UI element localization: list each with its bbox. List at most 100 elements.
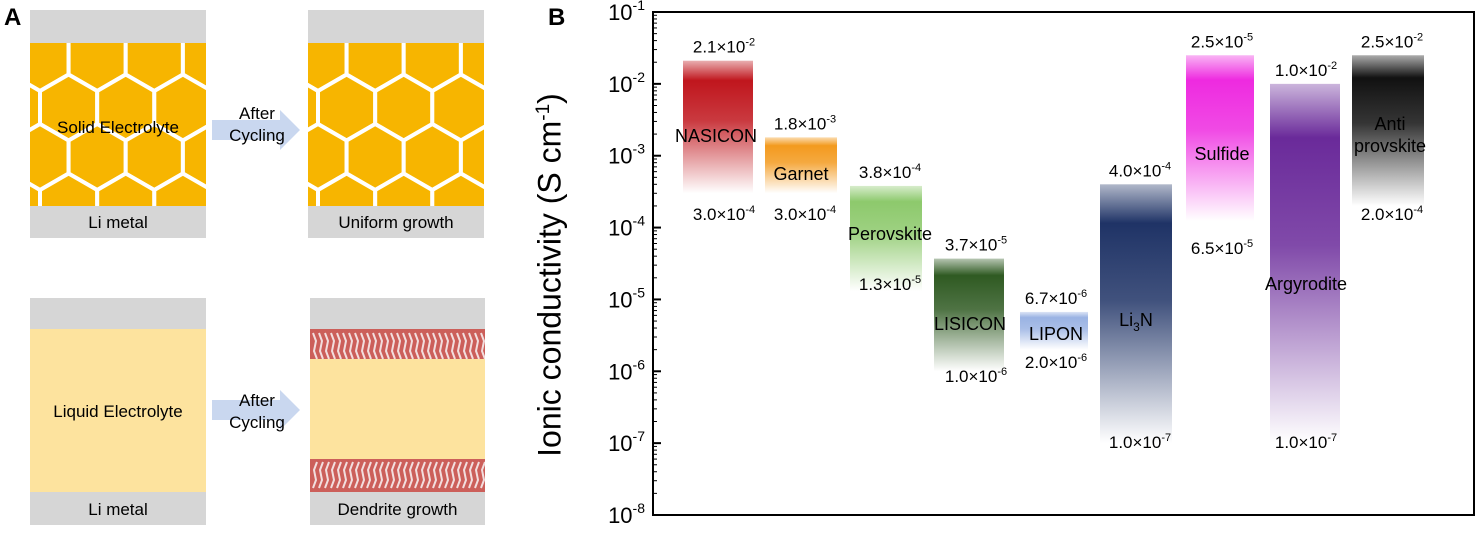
dendrite-stroke — [420, 332, 426, 360]
bar-low-label: 3.0×10-4 — [693, 204, 755, 224]
dendrite-stroke — [420, 461, 426, 489]
dendrite-stroke — [414, 332, 420, 360]
dendrite-stroke — [336, 332, 342, 360]
dendrite-stroke — [462, 461, 468, 489]
dendrite-stroke — [324, 332, 330, 360]
dendrite-stroke — [414, 461, 420, 489]
dendrite-stroke — [462, 332, 468, 360]
dendrite-stroke — [402, 332, 408, 360]
bar-nasicon — [683, 60, 753, 194]
dendrite-stroke — [480, 332, 485, 360]
dendrite-stroke — [468, 461, 474, 489]
bar-high-label: 1.0×10-2 — [1275, 60, 1337, 80]
dendrite-stroke — [384, 332, 390, 360]
arrow-bottom-icon — [212, 390, 300, 430]
dendrite-stroke — [396, 332, 402, 360]
hexagon-grain — [373, 171, 435, 206]
solid-electrolyte-label: Solid Electrolyte — [57, 118, 179, 137]
uniform-growth-label: Uniform growth — [338, 213, 454, 232]
hexagon-grain — [316, 171, 378, 206]
hexagon-grain — [430, 171, 484, 206]
bar-argyrodite — [1270, 83, 1340, 444]
dendrite-stroke — [366, 332, 372, 360]
dendrite-stroke — [450, 332, 456, 360]
bar-high-label: 2.5×10-5 — [1191, 31, 1253, 51]
dendrite-stroke — [330, 332, 336, 360]
hexagon-grain — [30, 181, 42, 206]
hexagon-grain — [38, 171, 100, 206]
dendrite-stroke — [480, 461, 485, 489]
dendrite-stroke — [444, 461, 450, 489]
dendrite-stroke — [366, 461, 372, 489]
bar-low-label: 1.0×10-7 — [1109, 432, 1171, 452]
dendrite-stroke — [474, 461, 480, 489]
dendrite-stroke — [360, 461, 366, 489]
bottom-current-collector-left — [30, 298, 206, 329]
dendrite-growth-illustration — [310, 329, 485, 492]
dendrite-stroke — [432, 332, 438, 360]
dendrite-stroke — [372, 332, 378, 360]
dendrite-stroke — [378, 332, 384, 360]
liquid-electrolyte-layer — [30, 329, 206, 492]
dendrite-stroke — [342, 332, 348, 360]
dendrite-stroke — [390, 332, 396, 360]
dendrite-stroke — [456, 461, 462, 489]
dendrite-stroke — [408, 461, 414, 489]
bar-lisicon — [934, 258, 1004, 372]
bar-low-label: 2.0×10-4 — [1361, 204, 1423, 224]
dendrite-stroke — [390, 461, 396, 489]
dendrite-stroke — [348, 332, 354, 360]
dendrite-stroke — [342, 461, 348, 489]
dendrite-stroke — [354, 461, 360, 489]
bar-low-label: 1.0×10-6 — [945, 366, 1007, 386]
bar-name-label: Garnet — [773, 164, 828, 184]
bar-high-label: 6.7×10-6 — [1025, 288, 1087, 308]
y-tick-label: 10-7 — [608, 428, 645, 456]
bar-perovskite — [850, 185, 922, 292]
bar-sulfide — [1186, 55, 1254, 222]
dendrite-stroke — [324, 461, 330, 489]
bar-name-label: Sulfide — [1194, 144, 1249, 164]
bar-name-label: NASICON — [675, 126, 757, 146]
y-tick-label: 10-1 — [608, 0, 645, 25]
dendrite-stroke — [348, 461, 354, 489]
dendrite-stroke — [450, 461, 456, 489]
dendrite-stroke — [426, 332, 432, 360]
dendrite-stroke — [432, 461, 438, 489]
bar-high-label: 3.7×10-5 — [945, 235, 1007, 255]
bar-name-label: LIPON — [1029, 324, 1083, 344]
bar-name-label: Argyrodite — [1265, 274, 1347, 294]
li-metal-layer-bottom-right — [310, 492, 485, 525]
dendrite-stroke — [426, 461, 432, 489]
li-metal-label-bottom: Li metal — [88, 500, 148, 519]
y-tick-label: 10-4 — [608, 213, 645, 241]
dendrite-stroke — [360, 332, 366, 360]
hexagon-grain — [95, 171, 157, 206]
bar-low-label: 6.5×10-5 — [1191, 238, 1253, 258]
bar-low-label: 2.0×10-6 — [1025, 352, 1087, 372]
top-current-collector-left — [30, 10, 206, 43]
hexagon-grain — [308, 181, 320, 206]
plot-frame — [652, 11, 1475, 516]
bar-name-label: LISICON — [934, 314, 1006, 334]
liquid-electrolyte-label: Liquid Electrolyte — [53, 402, 183, 421]
arrow-bottom-label: After Cycling — [229, 391, 285, 432]
dendrite-stroke — [384, 461, 390, 489]
top-current-collector-right — [308, 10, 484, 43]
dendrite-stroke — [396, 461, 402, 489]
dendrite-stroke — [456, 332, 462, 360]
bar-lipon — [1020, 311, 1088, 350]
bar-high-label: 4.0×10-4 — [1109, 160, 1171, 180]
uniform-growth-hexagons — [308, 43, 484, 206]
dendrite-stroke — [438, 461, 444, 489]
panel-b-letter: B — [548, 4, 566, 31]
bar-name-label: Anti provskite — [1354, 114, 1426, 156]
li-metal-label-top: Li metal — [88, 213, 148, 232]
hexagon-grain — [152, 171, 206, 206]
bar-name-label: Perovskite — [848, 224, 932, 244]
bar-low-label: 3.0×10-4 — [774, 204, 836, 224]
arrow-top-label: After Cycling — [229, 104, 285, 145]
dendrite-stroke — [438, 332, 444, 360]
bar-anti-provskite — [1352, 55, 1424, 206]
arrow-top-icon — [212, 110, 300, 150]
